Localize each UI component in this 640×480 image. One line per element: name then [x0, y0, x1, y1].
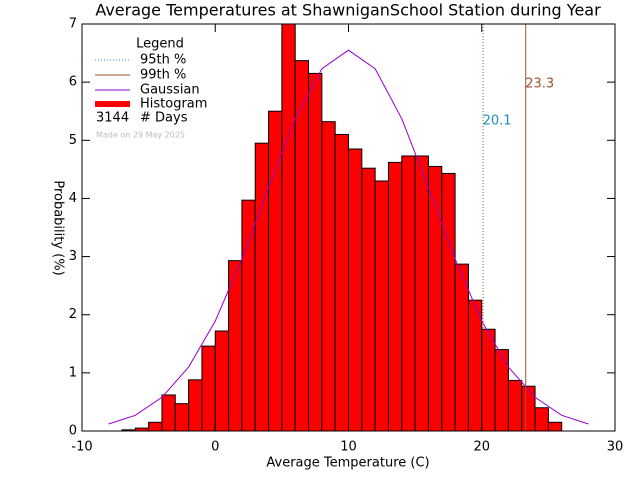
histogram-bar [348, 148, 363, 432]
y-tick-label: 6 [69, 75, 77, 90]
histogram-bar [334, 133, 349, 432]
histogram-bar [507, 379, 523, 432]
y-tick-label: 5 [69, 133, 77, 148]
x-tick-label: 0 [211, 440, 219, 455]
y-tick-label: 4 [69, 191, 77, 206]
x-tick-label: 30 [607, 440, 624, 455]
histogram-bar [521, 385, 536, 432]
days-count: 3144 [96, 111, 129, 126]
histogram-bar [481, 328, 496, 432]
histogram-bar [281, 23, 296, 432]
histogram-bar [454, 263, 469, 432]
days-label: # Days [140, 111, 188, 126]
gaussian-curve [108, 49, 589, 425]
legend-title: Legend [136, 37, 184, 52]
histogram-bar [361, 167, 376, 432]
y-tick-label: 7 [69, 17, 77, 32]
y-tick-label: 1 [69, 365, 77, 380]
histogram-bar [161, 394, 176, 432]
y-axis-label: Probability (%) [51, 180, 66, 275]
histogram-bar [534, 407, 549, 432]
y-tick-label: 2 [69, 307, 77, 322]
legend-label: 99th % [140, 68, 186, 83]
percentile-label: 23.3 [525, 77, 554, 92]
histogram-bar [374, 180, 389, 432]
histogram-bar [174, 403, 190, 432]
percentile-label: 20.1 [483, 114, 512, 129]
histogram-bar [188, 379, 203, 432]
histogram-bar [401, 155, 416, 432]
histogram-bar [214, 330, 230, 432]
histogram-bar [241, 199, 256, 432]
histogram-bar [467, 299, 483, 432]
histogram-bar [387, 161, 403, 432]
histogram-bar [201, 345, 216, 432]
y-tick-label: 3 [69, 249, 77, 264]
x-axis-label: Average Temperature (C) [266, 456, 429, 471]
legend-label: Histogram [140, 97, 207, 112]
x-tick-label: 10 [340, 440, 357, 455]
histogram-bar [414, 155, 429, 432]
legend-label: Gaussian [140, 83, 200, 98]
x-tick-label: 20 [473, 440, 490, 455]
histogram-bar [494, 349, 509, 432]
legend-label: 95th % [140, 53, 186, 68]
histogram-bar [294, 60, 310, 432]
histogram-bar [441, 172, 456, 432]
x-tick-label: -10 [71, 440, 92, 455]
histogram-bar [547, 421, 563, 432]
histogram-bar [148, 421, 163, 432]
plot-area [108, 23, 589, 432]
histogram-bar [308, 72, 323, 432]
y-tick-label: 0 [69, 424, 77, 439]
chart-title: Average Temperatures at ShawniganSchool … [95, 1, 601, 20]
histogram-bar [254, 142, 270, 432]
histogram-bar [321, 121, 336, 432]
note: Made on 29 May 2025 [96, 131, 185, 140]
